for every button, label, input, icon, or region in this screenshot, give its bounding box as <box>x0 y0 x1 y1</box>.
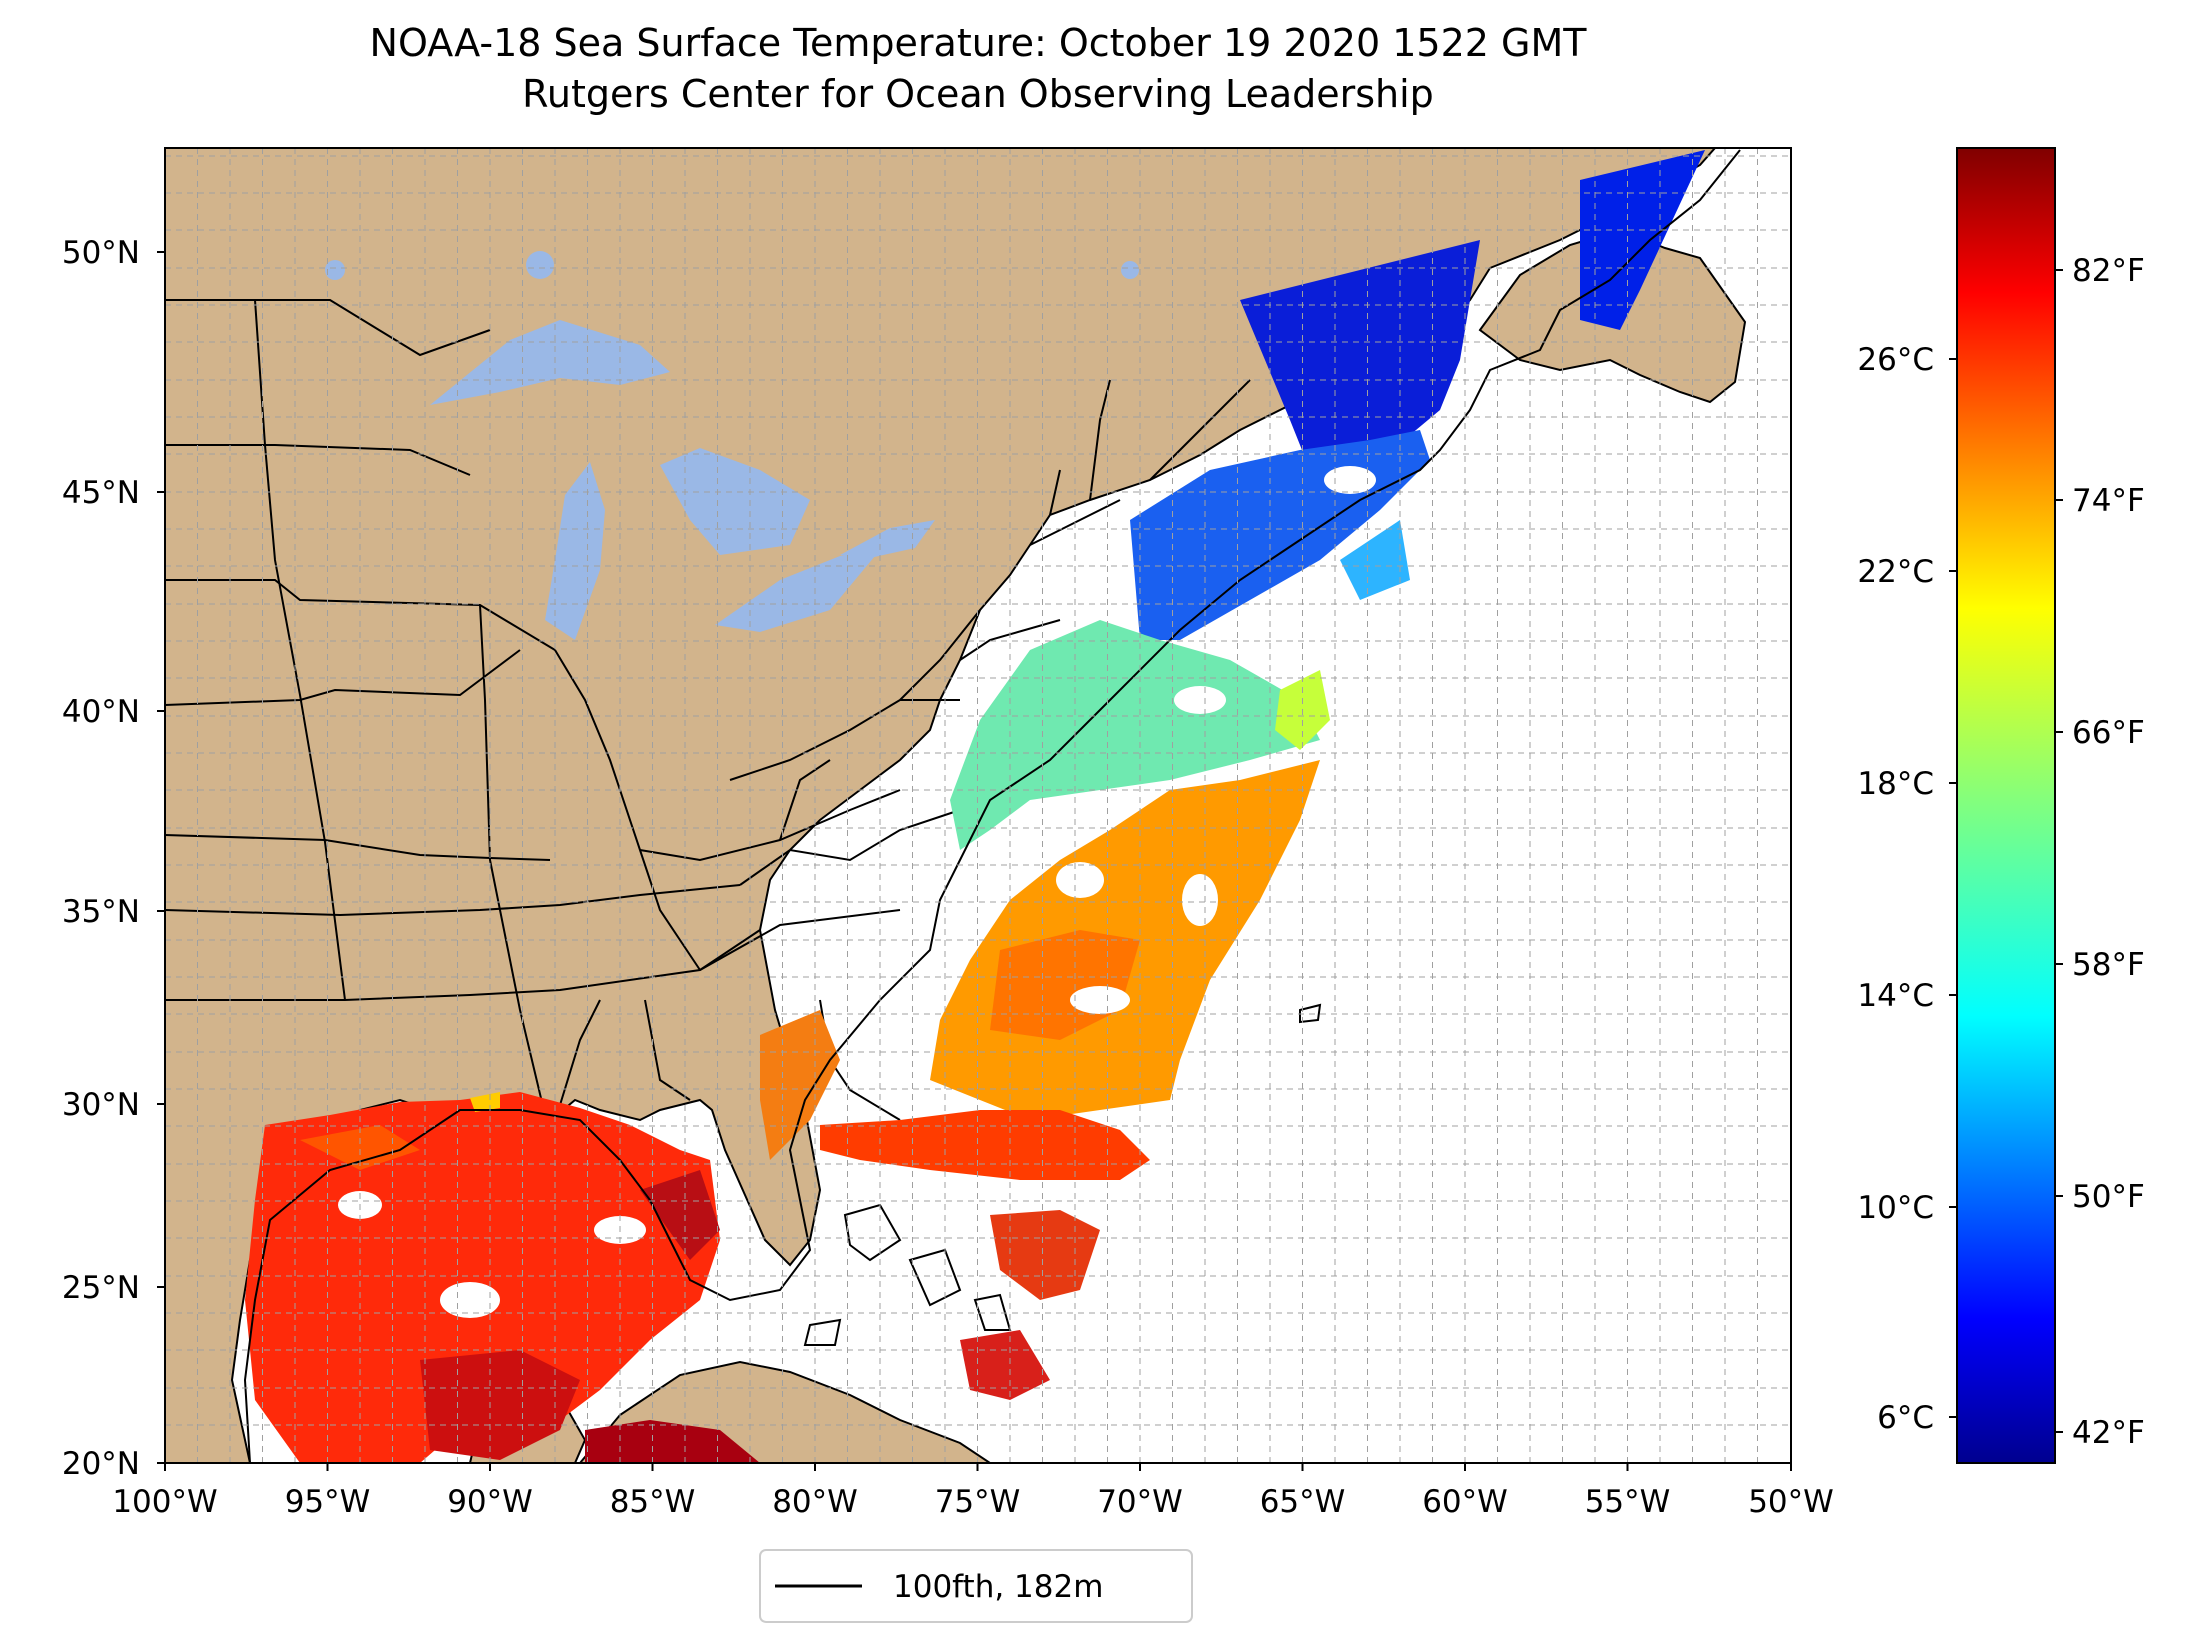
title-line-2: Rutgers Center for Ocean Observing Leade… <box>522 72 1434 116</box>
cbar-f-74: 74°F <box>2072 483 2145 519</box>
lon-tick-100w: 100°W <box>112 1484 217 1520</box>
lon-tick-55w: 55°W <box>1585 1484 1671 1520</box>
cbar-c-10: 10°C <box>1857 1190 1934 1226</box>
cbar-f-66: 66°F <box>2072 715 2145 751</box>
lat-axis: 50°N 45°N 40°N 35°N 30°N 25°N 20°N <box>62 235 140 1482</box>
cbar-f-50: 50°F <box>2072 1179 2145 1215</box>
lon-tick-65w: 65°W <box>1260 1484 1346 1520</box>
lat-tick-30n: 30°N <box>62 1087 140 1123</box>
colorbar-gradient <box>1956 147 2056 1464</box>
colorbar: 26°C 22°C 18°C 14°C 10°C 6°C 82°F 74°F 6… <box>1857 147 2145 1464</box>
lon-tick-85w: 85°W <box>610 1484 696 1520</box>
axis-ticks <box>157 251 1792 1471</box>
lat-tick-35n: 35°N <box>62 894 140 930</box>
cbar-f-58: 58°F <box>2072 947 2145 983</box>
cbar-c-22: 22°C <box>1857 554 1934 590</box>
title-line-1: NOAA-18 Sea Surface Temperature: October… <box>370 21 1588 65</box>
cbar-f-82: 82°F <box>2072 253 2145 289</box>
lat-tick-25n: 25°N <box>62 1270 140 1306</box>
lon-tick-60w: 60°W <box>1422 1484 1508 1520</box>
lon-tick-80w: 80°W <box>772 1484 858 1520</box>
lon-tick-70w: 70°W <box>1097 1484 1183 1520</box>
lon-tick-95w: 95°W <box>285 1484 371 1520</box>
cbar-c-18: 18°C <box>1857 766 1934 802</box>
lat-tick-40n: 40°N <box>62 694 140 730</box>
legend-box <box>759 1549 1193 1623</box>
lon-tick-50w: 50°W <box>1748 1484 1834 1520</box>
lat-tick-20n: 20°N <box>62 1446 140 1482</box>
cbar-c-6: 6°C <box>1877 1400 1934 1436</box>
cbar-c-14: 14°C <box>1857 978 1934 1014</box>
lat-tick-45n: 45°N <box>62 475 140 511</box>
map-panel <box>165 148 1791 1463</box>
legend: 100fth, 182m <box>759 1549 1193 1623</box>
lon-tick-75w: 75°W <box>935 1484 1021 1520</box>
state-borders <box>165 299 1251 1351</box>
lon-axis: 100°W 95°W 90°W 85°W 80°W 75°W 70°W 65°W… <box>112 1484 1833 1520</box>
cbar-f-42: 42°F <box>2072 1415 2145 1451</box>
lat-tick-50n: 50°N <box>62 235 140 271</box>
lon-tick-90w: 90°W <box>447 1484 533 1520</box>
sst-swath <box>245 150 1705 1463</box>
cbar-c-26: 26°C <box>1857 342 1934 378</box>
legend-label: 100fth, 182m <box>893 1569 1103 1605</box>
